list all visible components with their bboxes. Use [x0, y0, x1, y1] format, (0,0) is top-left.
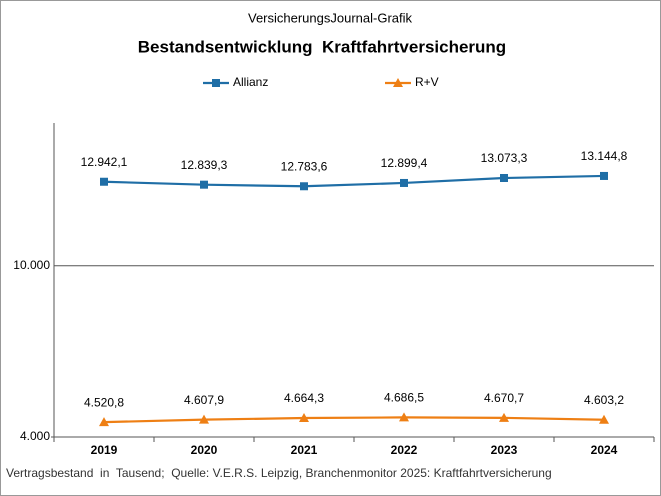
legend-label: Allianz: [233, 75, 268, 89]
data-point: [100, 177, 108, 186]
data-label: 4.686,5: [384, 391, 424, 405]
chart-title: Bestandsentwicklung Kraftfahrtversicheru…: [138, 37, 506, 56]
x-tick-label: 2021: [291, 443, 318, 457]
data-point: [499, 412, 509, 422]
x-tick-label: 2020: [191, 443, 218, 457]
footnote: Vertragsbestand in Tausend; Quelle: V.E.…: [6, 466, 552, 480]
data-label: 13.073,3: [481, 151, 528, 165]
data-label: 12.783,6: [281, 159, 328, 173]
data-point: [200, 180, 208, 189]
data-label: 13.144,8: [581, 149, 628, 163]
data-label: 12.839,3: [181, 158, 228, 172]
legend-label: R+V: [415, 75, 439, 89]
data-label: 4.664,3: [284, 391, 324, 405]
data-label: 4.603,2: [584, 393, 624, 407]
series-line: [103, 174, 605, 188]
data-point: [600, 171, 608, 180]
chart-subtitle: VersicherungsJournal-Grafik: [248, 10, 413, 25]
data-label: 4.520,8: [84, 395, 124, 409]
x-tick-label: 2022: [391, 443, 418, 457]
data-label: 4.607,9: [184, 393, 224, 407]
legend-marker: [212, 79, 220, 87]
data-label: 4.670,7: [484, 391, 524, 405]
data-label: 12.899,4: [381, 156, 428, 170]
legend-marker: [393, 78, 403, 87]
data-point: [400, 178, 408, 187]
series-line: [103, 416, 605, 424]
data-point: [99, 417, 109, 427]
y-tick-label: 10.000: [13, 258, 50, 272]
data-point: [299, 413, 309, 423]
x-tick-label: 2019: [91, 443, 118, 457]
data-point: [599, 414, 609, 424]
data-label: 12.942,1: [81, 155, 128, 169]
x-tick-label: 2024: [591, 443, 618, 457]
data-point: [300, 182, 308, 191]
data-point: [199, 414, 209, 424]
y-tick-label: 4.000: [20, 429, 50, 443]
x-tick-label: 2023: [491, 443, 518, 457]
data-point: [399, 412, 409, 422]
data-point: [500, 173, 508, 182]
